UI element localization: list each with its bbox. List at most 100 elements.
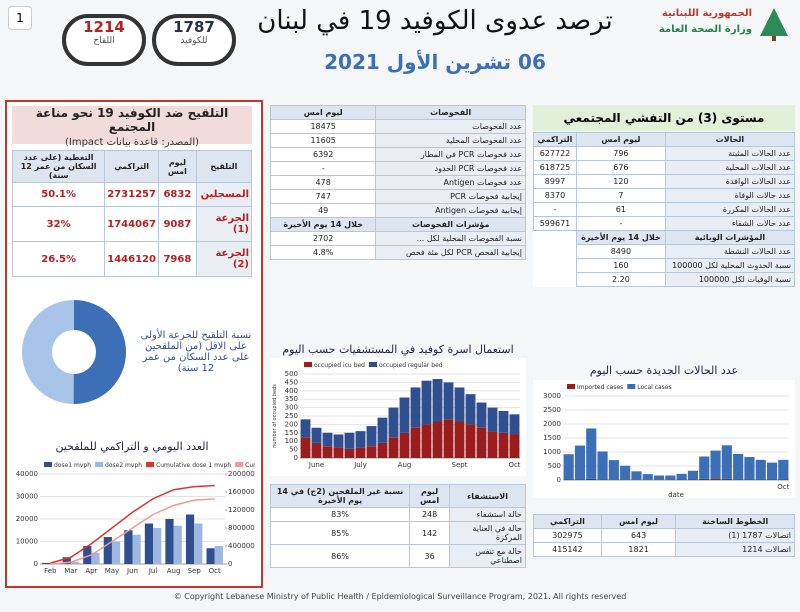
- vaccination-source: (المصدر: قاعدة بيانات Impact): [64, 137, 200, 148]
- bar: [476, 402, 487, 428]
- bar: [132, 534, 141, 564]
- bar: [642, 474, 653, 480]
- title: ترصد عدوى الكوفيد 19 في لبنان: [257, 6, 613, 36]
- bar: [144, 523, 154, 564]
- legend-swatch: [44, 462, 52, 467]
- table-cell: -: [269, 161, 377, 176]
- bar: [498, 432, 509, 458]
- y2-tick-label: 2000000: [228, 470, 255, 478]
- bar: [574, 445, 586, 480]
- y2-tick-label: 800000: [228, 524, 255, 532]
- x-tick-label: Mar: [64, 567, 77, 575]
- bar: [388, 437, 399, 458]
- table: الاستشفاء ليوم امس نسبة غير الملقحين (2ج) …: [269, 484, 526, 568]
- header-cell: الخطوط الساخنة: [675, 514, 795, 529]
- table-cell: 8997: [533, 174, 577, 189]
- table-row: الجرعة (2) 7968 1446120 26.5%: [11, 241, 253, 277]
- chart: 0 500 1000 1500 2000 2500 3000 Oct date Imported …: [533, 380, 795, 498]
- hotline-label: للكوفيد: [180, 36, 208, 46]
- bar: [377, 442, 388, 458]
- table-row: نسبة الفحوصات المحلية لكل ... 2702: [269, 231, 526, 246]
- legend-swatch: [304, 362, 312, 367]
- bar: [509, 434, 520, 458]
- bar: [421, 380, 432, 425]
- cedar-logo: [760, 8, 788, 41]
- bar: [399, 397, 410, 433]
- y-tick-label: 0: [557, 476, 561, 484]
- bar: [165, 519, 174, 564]
- chart-title: العدد اليومي و التراكمي للملقحين: [55, 440, 209, 453]
- bar: [699, 478, 710, 480]
- table-cell: حالة مع تنفس اصطناعي: [449, 544, 526, 568]
- x-tick-label: Apr: [85, 567, 97, 575]
- bar: [498, 410, 509, 433]
- bar: [744, 457, 755, 480]
- pie-hole: [52, 330, 96, 374]
- y-tick-label: 50: [289, 446, 298, 454]
- table-row: الجرعة (1) 9087 1744067 32%: [11, 206, 253, 242]
- table-cell: 747: [269, 189, 377, 204]
- table-row: عدد الفحوصات 18475: [269, 119, 526, 134]
- bar: [194, 523, 203, 564]
- bar: [620, 465, 631, 480]
- table-cell: 618725: [533, 160, 577, 175]
- table-cell: 796: [575, 146, 666, 161]
- table-cell: 26.5%: [11, 241, 106, 277]
- y-tick-label: 450: [285, 378, 298, 386]
- table-cell: 6832: [157, 182, 197, 207]
- bar: [173, 525, 182, 564]
- table-cell: حالة استشفاء: [449, 507, 526, 522]
- legend-swatch: [627, 384, 636, 389]
- bar: [487, 407, 498, 432]
- table-cell: 83%: [269, 507, 411, 522]
- bar: [665, 475, 676, 480]
- table-cell: 2702: [269, 231, 377, 246]
- x-axis-label: date: [668, 491, 684, 498]
- x-tick-label: Feb: [44, 567, 57, 575]
- bar: [778, 459, 789, 480]
- line: [50, 484, 215, 564]
- table-cell: 1446120: [104, 241, 159, 277]
- y-tick-label: 2000: [543, 420, 561, 428]
- bar: [311, 442, 322, 458]
- ministry: وزارة الصحة العامة: [658, 24, 752, 35]
- y-tick-label: 300: [285, 404, 298, 412]
- header-cell: التراكمي: [533, 132, 577, 147]
- table-cell: 8490: [575, 244, 666, 259]
- bar: [70, 561, 80, 564]
- table-row: عدد الحالات النشطة 8490: [534, 244, 796, 259]
- bar: [355, 431, 366, 448]
- y-tick-label: 500: [548, 462, 561, 470]
- bar: [355, 447, 366, 458]
- table-row: إيجابية فحوصات PCR 747: [269, 189, 526, 204]
- header-cell: الاستشفاء: [449, 484, 526, 508]
- table-cell: 32%: [11, 206, 106, 242]
- bar: [214, 546, 223, 564]
- y-tick-label: 350: [285, 395, 298, 403]
- bar: [410, 387, 421, 428]
- pie-slice: [73, 300, 126, 404]
- republic: الجمهورية اللبنانية: [661, 8, 752, 19]
- bar: [185, 514, 195, 564]
- x-tick-label: Sept: [452, 461, 468, 469]
- header-cell: ليوم امس: [600, 514, 677, 529]
- header-cell: ليوم امس: [575, 132, 666, 147]
- table-cell: 2731257: [104, 182, 159, 207]
- bar: [432, 421, 443, 458]
- header-cell: التلقيح: [195, 150, 253, 183]
- bar: [721, 478, 732, 480]
- header-cell: ليوم امس: [269, 105, 377, 120]
- table-row: عدد الفحوصات المحلية 11605: [269, 133, 526, 148]
- table-cell: عدد فحوصات PCR الحدود: [375, 161, 526, 176]
- table-row: عدد حالات الوفاة 7 8370: [533, 188, 796, 203]
- table-row: عدد الحالات المثبتة 796 627722: [533, 146, 796, 161]
- table-cell: المسجلين: [195, 182, 253, 207]
- table-cell: 6392: [269, 147, 377, 162]
- x-tick-label: July: [353, 461, 367, 469]
- table-row: الاستشفاء ليوم امس نسبة غير الملقحين (2ج) …: [269, 484, 526, 508]
- table-cell: 4.8%: [269, 245, 377, 260]
- community-title: مستوى (3) من التفشي المجتمعي: [533, 105, 795, 131]
- bar: [366, 426, 377, 447]
- table-row: مؤشرات الفحوصات خلال 14 يوم الأخيرة: [269, 217, 526, 232]
- table-row: عدد الحالات المحلية 676 618725: [533, 160, 796, 175]
